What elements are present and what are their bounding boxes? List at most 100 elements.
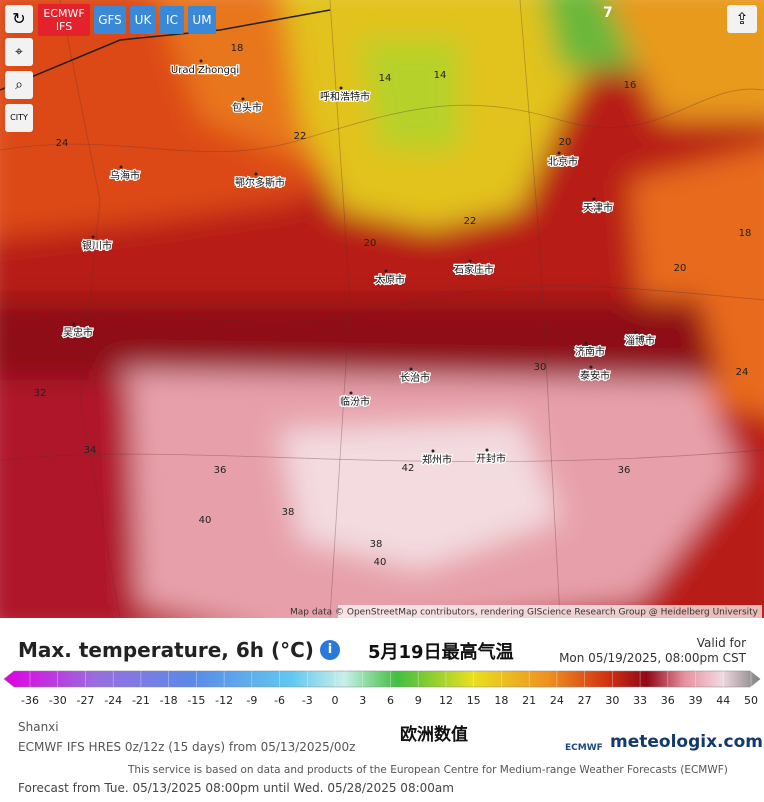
city-dot <box>431 449 435 453</box>
note: 欧洲数值 <box>400 725 468 745</box>
city-dot <box>384 269 388 273</box>
brand: meteologix.com <box>610 732 763 752</box>
border-line <box>0 9 331 91</box>
legend-title: Max. temperature, 6h (°C) <box>18 638 314 662</box>
scale-tick-label: 9 <box>415 694 422 707</box>
temperature-label: 20 <box>559 137 572 148</box>
city-label: 吴忠市 <box>63 326 93 339</box>
temperature-label: 24 <box>736 367 749 378</box>
scale-tick-label: -18 <box>160 694 178 707</box>
valid-label: Valid for <box>696 636 746 650</box>
city-label: 长治市 <box>400 371 430 384</box>
attribution-bg <box>338 605 762 618</box>
temperature-label: 24 <box>56 138 69 149</box>
temperature-label: 20 <box>364 238 377 249</box>
city-dot <box>349 391 353 395</box>
city-dot <box>91 235 95 239</box>
scale-tick-label: -15 <box>187 694 205 707</box>
scale-tick-label: 24 <box>550 694 564 707</box>
attribution: Map data © OpenStreetMap contributors, r… <box>290 608 759 618</box>
scale-tick-label: -24 <box>104 694 122 707</box>
button-label: IFS <box>55 20 73 33</box>
city-dot <box>119 165 123 169</box>
color-scale: -36 -30 -27 -24 -21 -18 -15 -12 -9 -6 -3 0 3 6 9 12 15 18… <box>3 670 761 707</box>
scale-tick-label: -21 <box>132 694 150 707</box>
model-button[interactable]: UK <box>130 6 156 34</box>
scale-tick-label: 15 <box>467 694 481 707</box>
city-dot <box>339 86 343 90</box>
temperature-label: 38 <box>282 507 295 518</box>
temperature-label: 42 <box>402 463 415 474</box>
temperature-label: 14 <box>379 73 392 84</box>
region: Shanxi <box>18 720 59 734</box>
city-dot <box>485 448 489 452</box>
city-label: 太原市 <box>375 273 405 286</box>
temperature-label: 34 <box>84 445 97 456</box>
city-button[interactable]: CITY <box>5 104 33 132</box>
temperature-label: 40 <box>199 515 212 526</box>
caption: 5月19日最高气温 <box>368 642 514 663</box>
temperature-label: 40 <box>374 557 387 568</box>
city-dot <box>584 341 588 345</box>
scale-tick-label: 21 <box>522 694 536 707</box>
city-label: 天津市 <box>583 201 613 214</box>
city-dot <box>592 197 596 201</box>
service-note: This service is based on data and produc… <box>128 764 728 776</box>
model-button[interactable]: UM <box>188 6 216 34</box>
city-label: 临汾市 <box>340 395 370 408</box>
reload-button[interactable]: ↻ <box>5 5 33 33</box>
scale-tick-label: 44 <box>716 694 730 707</box>
city-dot <box>589 365 593 369</box>
scale-bar <box>3 670 761 688</box>
city-dot <box>199 59 203 63</box>
forecast-range: Forecast from Tue. 05/13/2025 08:00pm un… <box>18 781 454 795</box>
wind-marker: 7 <box>603 5 613 21</box>
ecmwf-logo: ECMWF <box>565 743 603 753</box>
city-dot <box>254 172 258 176</box>
temperature-label: 18 <box>231 43 244 54</box>
model-button[interactable]: GFS <box>94 6 126 34</box>
info-button[interactable]: i <box>320 640 340 660</box>
scale-tick-label: 12 <box>439 694 453 707</box>
scale-tick-label: 18 <box>494 694 508 707</box>
boundaries <box>0 0 764 618</box>
temperature-label: 32 <box>34 388 47 399</box>
scale-tick-label: 39 <box>689 694 703 707</box>
city-dot <box>409 367 413 371</box>
temperature-label: 22 <box>294 131 307 142</box>
city-label: 泰安市 <box>580 369 610 382</box>
city-label: Urad Zhongqi <box>171 65 239 76</box>
temperature-label: 18 <box>739 228 752 239</box>
city-label: 呼和浩特市 <box>320 90 370 103</box>
city-dot <box>241 97 245 101</box>
temperature-label: 36 <box>618 465 631 476</box>
city-label: 鄂尔多斯市 <box>235 176 285 189</box>
scale-tick-label: -30 <box>49 694 67 707</box>
temperature-label: 14 <box>434 70 447 81</box>
share-button[interactable]: ⇪ <box>727 5 757 33</box>
scale-tick-label: 36 <box>661 694 675 707</box>
zoom-button[interactable]: ⌕ <box>5 71 33 99</box>
temperature-label: 22 <box>464 216 477 227</box>
model-button[interactable]: IC <box>160 6 184 34</box>
city-label: 乌海市 <box>110 169 140 182</box>
scale-tick-label: -12 <box>215 694 233 707</box>
temperature-label: 38 <box>370 539 383 550</box>
valid-time: Mon 05/19/2025, 08:00pm CST <box>559 651 746 665</box>
scale-tick-label: 50 <box>744 694 758 707</box>
model-button[interactable]: ECMWF IFS <box>38 4 90 36</box>
city-label: 石家庄市 <box>454 263 494 276</box>
city-label: 银川市 <box>82 239 112 252</box>
scale-tick-label: -6 <box>274 694 285 707</box>
city-label: 济南市 <box>575 345 605 358</box>
button-label: ECMWF <box>43 7 85 20</box>
temperature-field <box>0 0 764 618</box>
city-label: 郑州市 <box>422 453 452 466</box>
map: Map data © OpenStreetMap contributors, r… <box>0 0 764 618</box>
city-dot <box>557 151 561 155</box>
scale-tick-label: 3 <box>359 694 366 707</box>
temperature-label: 30 <box>534 362 547 373</box>
scale-tick-label: 33 <box>633 694 647 707</box>
locate-button[interactable]: ⌖ <box>5 38 33 66</box>
